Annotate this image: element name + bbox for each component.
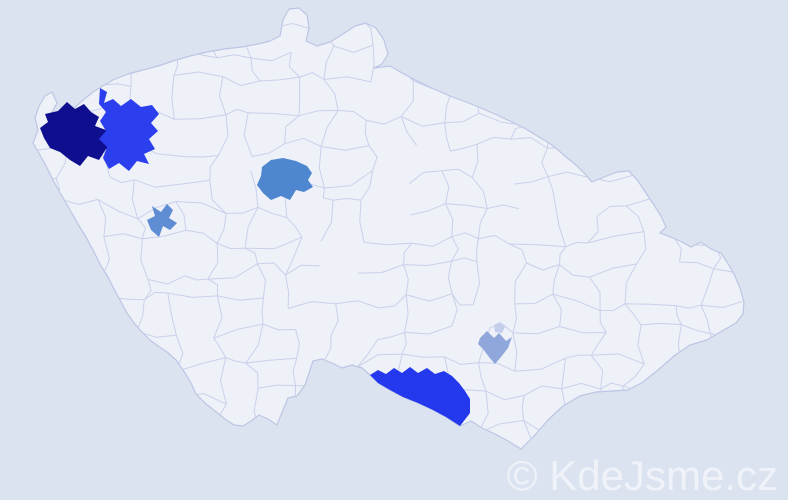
watermark: © KdeJsme.cz: [507, 452, 778, 499]
highlighted-region-central[interactable]: [257, 158, 313, 200]
highlighted-region-southeast[interactable]: [478, 331, 512, 364]
highlighted-region-northwest[interactable]: [99, 88, 159, 171]
highlighted-region-west[interactable]: [147, 204, 177, 237]
highlighted-region-southeast-annex[interactable]: [494, 322, 505, 333]
highlighted-region-south[interactable]: [370, 367, 470, 426]
highlighted-region-far-west[interactable]: [40, 102, 116, 166]
